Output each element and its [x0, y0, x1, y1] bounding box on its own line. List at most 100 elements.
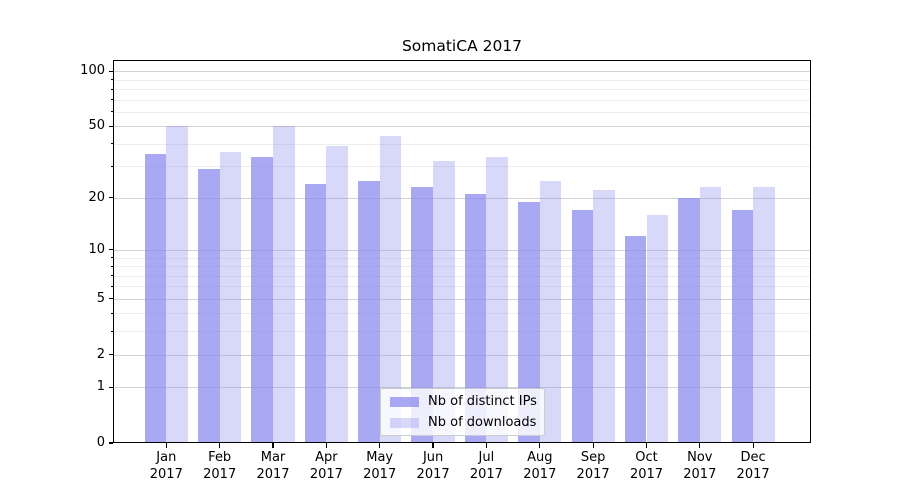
bar-jun-distinct-ips [411, 186, 433, 443]
gridline [113, 143, 811, 145]
y-tick-mark [108, 70, 113, 72]
x-tick-label-may: May 2017 [363, 450, 397, 482]
gridline [113, 249, 811, 251]
y-minor-tick-mark [110, 111, 113, 113]
y-tick-mark [108, 386, 113, 388]
x-tick-label-apr: Apr 2017 [309, 450, 343, 482]
gridline [113, 71, 811, 73]
gridline [113, 313, 811, 315]
legend: Nb of distinct IPs Nb of downloads [380, 388, 545, 436]
y-tick-label: 10 [88, 241, 105, 257]
x-tick-label-feb: Feb 2017 [203, 450, 237, 482]
bar-dec-downloads [753, 186, 775, 443]
bar-feb-downloads [219, 152, 242, 443]
y-tick-label: 50 [88, 118, 105, 134]
y-minor-tick-mark [110, 88, 113, 90]
y-tick-mark [108, 197, 113, 199]
y-tick-mark [108, 298, 113, 300]
y-minor-tick-mark [110, 330, 113, 332]
gridline [113, 266, 811, 267]
x-tick-label-aug: Aug 2017 [523, 450, 557, 482]
x-tick-label-nov: Nov 2017 [683, 450, 717, 482]
bar-jul-distinct-ips [464, 194, 487, 443]
y-minor-tick-mark [110, 312, 113, 314]
x-tick-mark [485, 443, 487, 448]
y-minor-tick-mark [110, 265, 113, 267]
bar-may-distinct-ips [358, 180, 380, 443]
bar-jan-downloads [166, 126, 188, 443]
gridline [113, 298, 811, 300]
gridline [113, 126, 811, 128]
x-tick-label-jan: Jan 2017 [149, 450, 183, 482]
bar-sep-distinct-ips [571, 210, 594, 443]
bar-jun-downloads [433, 161, 455, 443]
x-tick-label-dec: Dec 2017 [736, 450, 770, 482]
legend-label: Nb of distinct IPs [428, 394, 537, 409]
bar-mar-distinct-ips [251, 156, 273, 443]
y-minor-tick-mark [110, 275, 113, 276]
gridline [113, 275, 811, 277]
bar-feb-distinct-ips [198, 169, 220, 443]
y-minor-tick-mark [110, 165, 113, 167]
bar-jan-distinct-ips [144, 154, 167, 443]
gridline [113, 99, 811, 101]
gridline [113, 88, 811, 90]
x-tick-mark [592, 443, 594, 448]
bar-mar-downloads [273, 126, 295, 443]
x-tick-mark [272, 443, 274, 448]
x-tick-mark [165, 443, 167, 448]
y-minor-tick-mark [110, 285, 113, 287]
x-tick-mark [699, 443, 701, 448]
gridline [113, 197, 811, 199]
gridline [113, 331, 811, 333]
legend-swatch-icon [390, 396, 419, 407]
x-tick-mark [752, 443, 754, 448]
y-minor-tick-mark [110, 143, 113, 145]
x-tick-mark [432, 443, 434, 448]
bar-apr-distinct-ips [304, 183, 327, 443]
bar-dec-distinct-ips [731, 210, 754, 443]
x-tick-mark [539, 443, 541, 448]
gridline [113, 257, 811, 259]
legend-label: Nb of downloads [428, 415, 537, 430]
gridline [113, 79, 811, 81]
y-minor-tick-mark [110, 257, 113, 258]
x-tick-mark [645, 443, 648, 448]
chart-title: SomatiCA 2017 [401, 37, 523, 55]
y-tick-mark [108, 442, 113, 444]
x-tick-label-oct: Oct 2017 [629, 450, 664, 482]
y-tick-label: 20 [88, 189, 105, 205]
y-tick-label: 5 [96, 290, 105, 306]
y-tick-label: 1 [96, 379, 105, 395]
bar-apr-downloads [326, 145, 348, 443]
bar-sep-downloads [593, 190, 615, 443]
y-tick-mark [108, 125, 113, 127]
legend-swatch-icon [390, 417, 419, 428]
gridline [113, 286, 811, 288]
x-tick-label-sep: Sep 2017 [576, 450, 610, 482]
plot-area: Nb of distinct IPs Nb of downloads [113, 60, 811, 443]
bar-nov-downloads [699, 186, 722, 443]
y-tick-label: 100 [80, 63, 105, 79]
y-tick-label: 0 [96, 435, 105, 450]
x-tick-label-mar: Mar 2017 [256, 450, 290, 482]
y-minor-tick-mark [110, 79, 113, 80]
gridline [113, 354, 811, 356]
y-minor-tick-mark [110, 99, 113, 100]
y-tick-mark [108, 249, 113, 251]
bar-nov-distinct-ips [678, 197, 700, 443]
x-tick-mark [379, 443, 381, 448]
bar-oct-downloads [646, 214, 669, 443]
gridline [113, 111, 811, 113]
x-tick-mark [325, 443, 327, 448]
x-tick-label-jun: Jun 2017 [416, 450, 450, 482]
gridline [113, 387, 811, 389]
bar-jul-downloads [486, 156, 508, 443]
y-tick-mark [108, 353, 113, 356]
legend-item: Nb of downloads [390, 414, 544, 432]
x-tick-mark [219, 443, 221, 448]
bar-oct-distinct-ips [624, 236, 647, 443]
gridline [113, 166, 811, 168]
bar-aug-distinct-ips [518, 201, 540, 443]
